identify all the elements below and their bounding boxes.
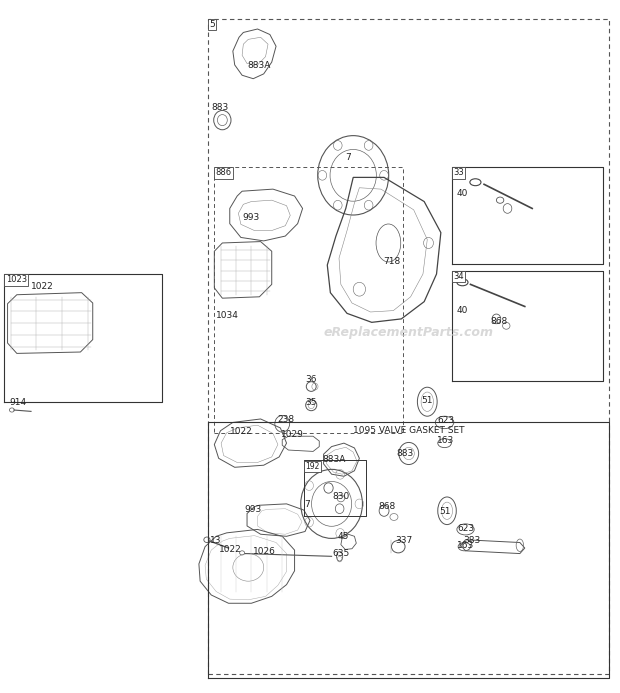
Text: 914: 914	[9, 398, 27, 407]
Text: 40: 40	[457, 189, 468, 198]
Text: 993: 993	[244, 505, 262, 514]
Text: 33: 33	[453, 168, 464, 177]
Text: 1026: 1026	[253, 547, 276, 556]
Text: 1022: 1022	[31, 282, 54, 291]
Text: 163: 163	[457, 541, 474, 550]
Text: 192: 192	[305, 462, 319, 471]
Text: 1034: 1034	[216, 311, 239, 320]
Text: 1022: 1022	[219, 545, 241, 554]
Text: 1095 VALVE GASKET SET: 1095 VALVE GASKET SET	[353, 426, 464, 435]
Text: 883: 883	[396, 449, 414, 458]
Text: 623: 623	[457, 524, 474, 533]
Text: 34: 34	[453, 272, 464, 281]
Text: 5: 5	[210, 20, 215, 29]
Text: 1029: 1029	[281, 430, 304, 439]
Text: 35: 35	[305, 398, 317, 407]
Text: 40: 40	[457, 306, 468, 315]
Text: 1022: 1022	[230, 427, 252, 436]
Text: 993: 993	[242, 213, 259, 222]
Text: 883A: 883A	[247, 62, 270, 71]
Text: 51: 51	[440, 507, 451, 516]
Text: 623: 623	[437, 416, 454, 426]
Text: 1023: 1023	[6, 275, 27, 284]
Text: 886: 886	[216, 168, 232, 177]
Text: 868: 868	[378, 502, 395, 511]
Text: 337: 337	[395, 536, 412, 545]
Text: 830: 830	[332, 492, 350, 501]
Text: 883: 883	[211, 103, 229, 112]
Text: 718: 718	[383, 256, 400, 265]
Text: 51: 51	[421, 396, 433, 405]
Text: 163: 163	[437, 435, 454, 444]
Text: eReplacementParts.com: eReplacementParts.com	[324, 326, 494, 339]
Text: 13: 13	[210, 536, 221, 545]
Text: 7: 7	[345, 153, 351, 162]
Text: 383: 383	[463, 536, 480, 545]
Text: 45: 45	[338, 532, 349, 541]
Text: 883A: 883A	[322, 455, 346, 464]
Text: 238: 238	[277, 415, 294, 424]
Text: 635: 635	[333, 550, 350, 559]
Text: 868: 868	[490, 317, 508, 326]
Text: 36: 36	[305, 376, 317, 385]
Text: 7: 7	[304, 500, 309, 509]
